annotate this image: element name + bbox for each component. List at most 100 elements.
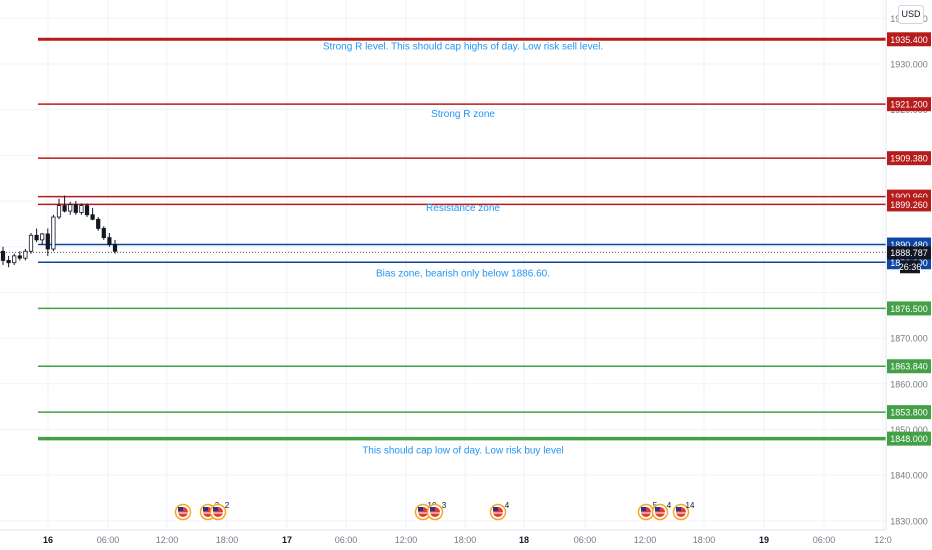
flag-canton [213,507,218,511]
candle-body [112,244,118,252]
time-tick-label: 18:00 [216,535,239,545]
candle-body [68,204,73,212]
us-flag-icon[interactable] [414,503,432,521]
countdown-label: 26:36 [899,262,922,272]
candle-body [23,250,28,259]
time-tick-label: 17 [282,535,292,545]
price-tick-label: 1850.000 [890,425,928,435]
flag-canton [493,507,498,511]
us-flag-icon[interactable] [637,503,655,521]
time-tick-label: 18:00 [454,535,477,545]
us-flag-icon[interactable] [651,503,669,521]
time-tick-label: 19 [759,535,769,545]
time-tick-label: 18 [519,535,529,545]
currency-button[interactable]: USD [898,5,924,24]
price-tick-label: 1930.000 [890,59,928,69]
us-flag-icon[interactable] [672,503,690,521]
level-price-label: 1900.960 [890,192,928,202]
level-price-tag [887,359,931,374]
flag-canton [655,507,660,511]
time-tick-label: 06:00 [335,535,358,545]
horizontal-levels [0,37,886,441]
candle-body [101,228,106,238]
candle-body [17,255,22,259]
level-price-label: 1890.480 [890,240,928,250]
level-price-tag [887,151,931,166]
level-price-tag [887,431,931,446]
flag-canton [676,507,681,511]
candle-body [107,237,112,245]
candle-body [84,205,90,216]
event-count: 3 [442,501,447,510]
level-price-label: 1921.200 [890,100,928,110]
time-tick-label: 06:00 [97,535,120,545]
candle-body [34,234,39,241]
price-axis-background [886,0,932,550]
level-annotation-text: Strong R level. This should cap highs of… [323,42,603,53]
price-tick-label: 1860.000 [890,379,928,389]
candle-body [90,214,95,220]
level-price-tag [887,32,931,47]
us-flag-icon[interactable] [174,503,192,521]
candle-body [40,233,45,241]
level-price-label: 1876.500 [890,304,928,314]
candlestick-series [0,195,118,268]
level-price-tag [887,97,931,112]
time-tick-label: 16 [43,535,53,545]
candle-body [28,234,34,252]
candle-body [51,216,56,250]
chart-grid [0,0,886,530]
candle-body [0,250,6,261]
level-annotation-text: Resistance zone [426,203,500,214]
price-tick-label: 1830.000 [890,516,928,526]
flag-canton [203,507,208,511]
level-price-label: 1909.380 [890,154,928,164]
flag-canton [418,507,423,511]
level-price-label: 1848.000 [890,434,928,444]
time-tick-label: 18:00 [693,535,716,545]
us-flag-icon[interactable] [489,503,507,521]
current-price-tag [887,246,931,260]
candle-body [73,204,78,213]
countdown-tag [900,260,920,274]
event-count: 2 [225,501,230,510]
candle-body [12,255,17,264]
level-price-tag [887,197,931,212]
level-price-label: 1863.840 [890,362,928,372]
level-price-tag [887,301,931,316]
candle-body [96,218,101,229]
flag-canton [430,507,435,511]
flag-canton [178,507,183,511]
us-flag-icon[interactable] [426,503,444,521]
candle-body [62,205,67,212]
us-flag-icon[interactable] [209,503,227,521]
current-price-label: 1888.787 [890,248,928,258]
event-count: 14 [686,501,695,510]
time-tick-label: 12:00 [634,535,657,545]
economic-events: 3210345414 [174,501,695,521]
level-price-label: 1853.800 [890,408,928,418]
level-price-tag [887,405,931,420]
price-axis[interactable]: 1940.0001930.0001920.0001900.0001870.000… [885,0,932,550]
event-count: 4 [505,501,510,510]
candle-body [45,233,50,250]
level-price-label: 1935.400 [890,35,928,45]
time-tick-label: 06:00 [813,535,836,545]
candle-body [79,205,84,213]
time-tick-label: 12:0 [874,535,892,545]
time-axis[interactable]: 16 06:00 12:00 18:00 17 06:00 12:00 18:00 18 06:0… [0,529,892,545]
time-tick-label: 06:00 [574,535,597,545]
candle-body [56,205,62,218]
price-tick-label: 1870.000 [890,334,928,344]
level-annotation-text: Bias zone, bearish only below 1886.60. [376,268,550,279]
time-tick-label: 12:00 [156,535,179,545]
time-tick-label: 12:00 [395,535,418,545]
event-count: 4 [667,501,672,510]
level-annotation-text: Strong R zone [431,109,495,120]
price-tick-label: 1840.000 [890,471,928,481]
candle-body [6,260,11,264]
level-annotation-text: This should cap low of day. Low risk buy… [362,446,564,457]
level-price-label: 1899.260 [890,200,928,210]
flag-canton [641,507,646,511]
